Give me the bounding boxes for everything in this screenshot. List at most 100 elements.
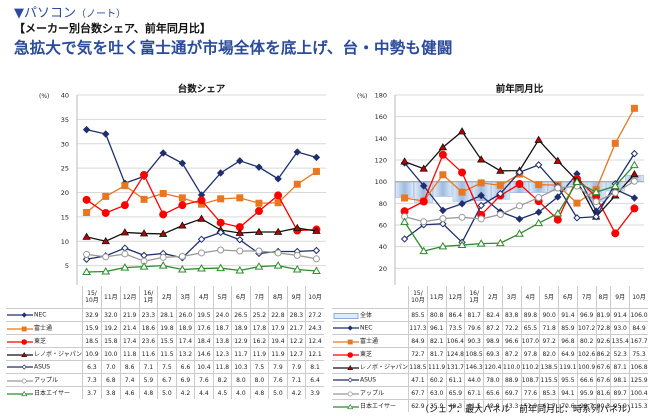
table-cell: 12.1 (305, 347, 324, 361)
data-point (159, 253, 167, 261)
data-point (178, 159, 187, 167)
legend-symbol (7, 351, 33, 357)
data-point (235, 266, 245, 274)
y-tick-label: 40 (61, 92, 69, 100)
table-cell: 19.5 (194, 308, 214, 322)
data-point (216, 228, 225, 237)
data-point (255, 247, 263, 255)
data-point (553, 209, 563, 217)
table-cell: 40.3 (445, 399, 465, 412)
data-point (83, 250, 91, 258)
legend-entry: 全体 (332, 308, 409, 322)
legend-symbol (333, 403, 359, 409)
data-point (515, 215, 524, 223)
legend-marker (347, 391, 353, 397)
table-row: ASUS 6.3 7.0 8.6 7.1 7.5 6.6 10.4 11.8 10.3 7.5 7.9… (6, 360, 324, 374)
data-point (401, 194, 409, 202)
legend-marker (21, 364, 27, 370)
table-cell: 97.2 (539, 334, 559, 348)
legend-entry: ASUS (332, 373, 409, 387)
table-cell: 7.9 (286, 360, 306, 374)
table-cell: 3.9 (305, 386, 324, 399)
legend-label: 富士通 (360, 338, 379, 346)
series-line-4 (82, 228, 321, 263)
share-data-table: 15/10月 11月 12月 16/1月 2月 3月 4月 5月 6月 7月 8月 9月 10月 NEC 3… (6, 286, 324, 399)
table-cell: 21.7 (286, 321, 306, 335)
table-cell: 4.2 (286, 386, 306, 399)
y-tick-label: 80 (379, 200, 387, 208)
series-line-5 (401, 177, 638, 226)
table-cell: 7.6 (268, 373, 288, 387)
data-point (197, 196, 206, 205)
data-point (553, 215, 562, 224)
table-cell: 89.7 (610, 386, 630, 400)
data-point (439, 171, 447, 179)
data-point (400, 157, 409, 165)
table-cell: 4.5 (212, 386, 232, 399)
table-cell: 4.0 (231, 386, 251, 399)
data-point (630, 177, 638, 185)
data-point (274, 199, 282, 207)
legend-marker (347, 403, 354, 409)
table-cell: 98.1 (610, 373, 630, 387)
data-point (159, 149, 167, 157)
data-point (274, 175, 282, 183)
table-cell: 6.6 (175, 360, 195, 374)
table-cell: 5.0 (268, 386, 288, 399)
table-cell: 91.4 (558, 308, 578, 322)
table-cell: 81.9 (595, 308, 611, 322)
table-cell: 5.9 (138, 373, 158, 387)
data-point (592, 213, 600, 221)
data-point (293, 251, 301, 259)
table-cell: 8.0 (249, 373, 269, 387)
data-point (102, 253, 110, 261)
data-point (592, 198, 600, 206)
table-cell: 111.9 (426, 360, 447, 374)
table-cell: 11.9 (249, 347, 269, 361)
table-cell: 8.6 (119, 360, 140, 374)
table-cell: 21.4 (119, 321, 140, 335)
table-cell: 96.6 (501, 334, 522, 348)
chart-title: 前年同月比 (496, 83, 544, 95)
data-point (236, 194, 244, 202)
column-header: 9月 (610, 286, 630, 309)
data-point (121, 244, 129, 252)
table-cell: 7.1 (286, 373, 306, 387)
chart-title: 台数シェア (178, 83, 226, 95)
chart-subtitle: 【メーカー別台数シェア、前年同月比】 (14, 22, 211, 35)
legend-entry: アップル (6, 373, 83, 387)
table-cell: 87.1 (610, 360, 630, 374)
table-cell: 67.6 (595, 360, 611, 374)
table-cell: 67.7 (408, 386, 428, 400)
table-cell: 83.8 (501, 308, 522, 322)
data-point (273, 227, 283, 235)
legend-label: レノボ・ジャパン (34, 351, 83, 359)
data-point (630, 170, 639, 178)
table-cell: 93.0 (610, 321, 630, 335)
table-cell: 65.9 (445, 386, 465, 400)
data-point (139, 262, 149, 270)
series-line-5 (83, 246, 320, 265)
legend-label: NEC (360, 324, 373, 332)
table-cell: 22.8 (268, 308, 288, 322)
table-cell: 108.5 (464, 347, 484, 361)
data-point (312, 266, 321, 274)
table-cell: 25.2 (249, 308, 269, 322)
legend-label: NEC (34, 311, 47, 319)
column-header: 2月 (157, 286, 177, 309)
data-point (457, 127, 467, 135)
table-cell: 131.7 (445, 360, 465, 374)
column-header: 16/1月 (464, 286, 484, 309)
data-point (235, 228, 245, 236)
data-point (534, 135, 543, 143)
table-cell: 66.6 (576, 373, 597, 387)
table-cell: 32.0 (100, 308, 121, 322)
legend-label: ASUS (34, 363, 51, 371)
yoy-chart-panel: 前年同月比(%)020406080100120140160180 15/10月1… (330, 80, 650, 412)
table-row: ASUS 47.1 60.2 61.1 44.0 78.0 88.9 108.7 115.5 95… (332, 373, 648, 387)
data-point (254, 262, 264, 270)
table-cell: 17.6 (194, 321, 214, 335)
table-cell: 18.4 (194, 334, 214, 348)
data-point (255, 163, 263, 171)
table-cell: 17.4 (175, 334, 195, 348)
